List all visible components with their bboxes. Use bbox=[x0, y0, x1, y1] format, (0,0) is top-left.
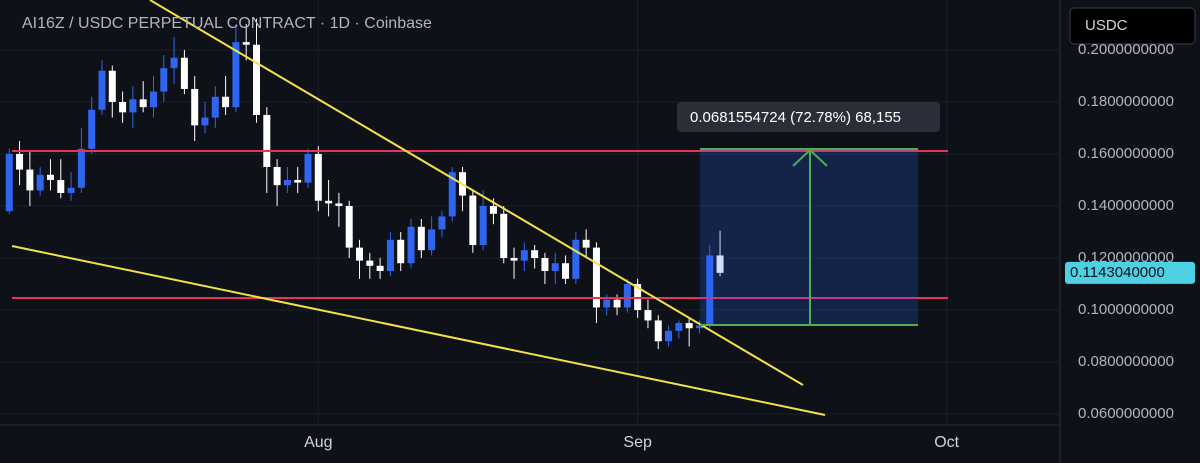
candle-body bbox=[366, 260, 374, 266]
candle-body bbox=[88, 109, 96, 149]
candle-body bbox=[386, 239, 394, 272]
candle-body bbox=[242, 42, 250, 45]
candle-body bbox=[180, 57, 188, 89]
candle-body bbox=[335, 203, 343, 206]
candle-body bbox=[695, 325, 703, 329]
price-label: 0.1143040000 bbox=[1070, 264, 1165, 281]
candle-body bbox=[304, 153, 312, 183]
candle-body bbox=[665, 330, 673, 342]
y-tick-label: 0.1800000000 bbox=[1078, 93, 1174, 110]
candle-body bbox=[623, 284, 631, 308]
candle-body bbox=[325, 200, 333, 204]
candle-body bbox=[98, 70, 106, 110]
y-tick-label: 0.1000000000 bbox=[1078, 301, 1174, 318]
chart-title: AI16Z / USDC PERPETUAL CONTRACT · 1D · C… bbox=[22, 15, 432, 32]
x-tick-label: Sep bbox=[623, 434, 652, 451]
candle-body bbox=[397, 239, 405, 264]
y-tick-label: 0.1400000000 bbox=[1078, 197, 1174, 214]
candle-body bbox=[201, 117, 209, 126]
candle-body bbox=[603, 299, 611, 308]
candle-body bbox=[356, 247, 364, 261]
x-tick-label: Aug bbox=[304, 434, 332, 451]
candle-body bbox=[222, 96, 230, 108]
candle-body bbox=[36, 174, 44, 191]
candle-body bbox=[407, 226, 415, 264]
candle-body bbox=[541, 258, 549, 272]
y-axis: 0.2000000000 0.1800000000 0.1600000000 0.14… bbox=[1065, 41, 1195, 422]
measure-arrow-head bbox=[792, 148, 828, 167]
candle-body bbox=[119, 101, 127, 113]
measure-tooltip bbox=[677, 102, 940, 132]
y-tick-label: 0.2000000000 bbox=[1078, 41, 1174, 58]
x-tick-label: Oct bbox=[934, 434, 959, 451]
candle-body bbox=[160, 68, 168, 92]
candle-body bbox=[211, 96, 219, 118]
grid bbox=[0, 0, 1060, 425]
candle-body bbox=[479, 205, 487, 246]
candle-body bbox=[129, 99, 137, 113]
measure-label: 0.0681554724 (72.78%) 68,155 bbox=[690, 109, 901, 126]
candle-body bbox=[489, 205, 497, 214]
candle-body bbox=[273, 166, 281, 186]
candle-body bbox=[716, 255, 724, 273]
candle-body bbox=[283, 179, 291, 186]
candle-body bbox=[139, 99, 147, 108]
candle-body bbox=[232, 42, 240, 108]
y-tick-label: 0.0800000000 bbox=[1078, 353, 1174, 370]
candle-body bbox=[191, 88, 199, 126]
candle-body bbox=[685, 323, 693, 329]
candle-body bbox=[67, 187, 75, 193]
candle-body bbox=[582, 239, 590, 248]
candle-body bbox=[644, 310, 652, 321]
candle-body bbox=[592, 247, 600, 308]
candle-body bbox=[706, 255, 714, 326]
candle-body bbox=[16, 153, 24, 170]
candle-body bbox=[149, 91, 157, 108]
candle-body bbox=[57, 179, 65, 193]
y-tick-label: 0.1200000000 bbox=[1078, 249, 1174, 266]
candle-body bbox=[438, 216, 446, 230]
candle-body bbox=[263, 114, 271, 167]
candle-body bbox=[572, 239, 580, 279]
candle-body bbox=[500, 213, 508, 259]
candle-body bbox=[562, 263, 570, 279]
lower-trend-line bbox=[11, 245, 826, 416]
currency: USDC bbox=[1085, 17, 1128, 34]
candles bbox=[5, 18, 724, 350]
candle-body bbox=[108, 70, 116, 102]
candle-body bbox=[448, 172, 456, 217]
candle-body bbox=[253, 44, 261, 115]
y-tick-label: 0.1600000000 bbox=[1078, 145, 1174, 162]
candle-body bbox=[520, 250, 528, 261]
candle-body bbox=[345, 205, 353, 248]
y-tick-label: 0.0600000000 bbox=[1078, 405, 1174, 422]
candle-body bbox=[170, 57, 178, 69]
candle-body bbox=[551, 263, 559, 272]
candle-body bbox=[376, 265, 384, 272]
candle-body bbox=[294, 179, 302, 183]
candle-body bbox=[510, 258, 518, 261]
candle-body bbox=[5, 153, 13, 212]
candle-body bbox=[675, 323, 683, 331]
candle-body bbox=[654, 320, 662, 342]
candle-body bbox=[417, 226, 425, 251]
candle-body bbox=[77, 148, 85, 188]
candle-body bbox=[469, 195, 477, 246]
candle-body bbox=[613, 299, 621, 308]
upper-trend-line bbox=[149, 0, 804, 386]
price-label-box bbox=[1065, 261, 1195, 284]
candle-body bbox=[26, 169, 34, 191]
candle-body bbox=[314, 153, 322, 201]
candle-body bbox=[428, 229, 436, 251]
candle-body bbox=[46, 174, 54, 180]
currency-box[interactable] bbox=[1069, 7, 1196, 45]
candle-body bbox=[531, 250, 539, 259]
